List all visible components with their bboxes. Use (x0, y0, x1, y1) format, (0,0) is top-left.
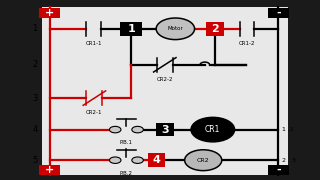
Text: 1 ,1: 1 ,1 (282, 127, 294, 132)
Circle shape (185, 150, 222, 171)
FancyBboxPatch shape (42, 7, 288, 175)
Text: CR2-1: CR2-1 (86, 110, 103, 115)
Text: 1: 1 (33, 24, 38, 33)
Text: CR1: CR1 (205, 125, 220, 134)
Text: CR1-2: CR1-2 (239, 40, 256, 46)
FancyBboxPatch shape (120, 22, 142, 36)
Text: CR2-2: CR2-2 (156, 76, 173, 82)
Circle shape (109, 126, 121, 133)
Text: 3: 3 (33, 94, 38, 103)
Text: 2: 2 (33, 60, 38, 69)
Text: +: + (45, 8, 54, 18)
Text: 2: 2 (211, 24, 219, 34)
FancyBboxPatch shape (268, 165, 289, 175)
Circle shape (191, 117, 235, 142)
Text: -: - (276, 8, 281, 18)
Text: P.B.1: P.B.1 (120, 140, 133, 145)
Text: 4: 4 (153, 155, 161, 165)
Text: CR2: CR2 (197, 158, 210, 163)
Text: 1: 1 (127, 24, 135, 34)
FancyBboxPatch shape (148, 153, 165, 167)
Text: 3: 3 (162, 125, 169, 135)
Text: 2 , 3: 2 , 3 (282, 158, 296, 163)
Text: Motor: Motor (167, 26, 183, 31)
Circle shape (132, 126, 143, 133)
Text: 4: 4 (33, 125, 38, 134)
FancyBboxPatch shape (268, 8, 289, 17)
FancyBboxPatch shape (156, 123, 174, 136)
Text: P.B.2: P.B.2 (120, 171, 133, 176)
FancyBboxPatch shape (39, 165, 60, 175)
FancyBboxPatch shape (39, 8, 60, 17)
FancyBboxPatch shape (206, 22, 224, 36)
Circle shape (132, 157, 143, 163)
Text: -: - (276, 165, 281, 175)
Text: +: + (45, 165, 54, 175)
Text: 5: 5 (33, 156, 38, 165)
Text: CR1-1: CR1-1 (85, 40, 102, 46)
Circle shape (109, 157, 121, 163)
Circle shape (156, 18, 195, 40)
